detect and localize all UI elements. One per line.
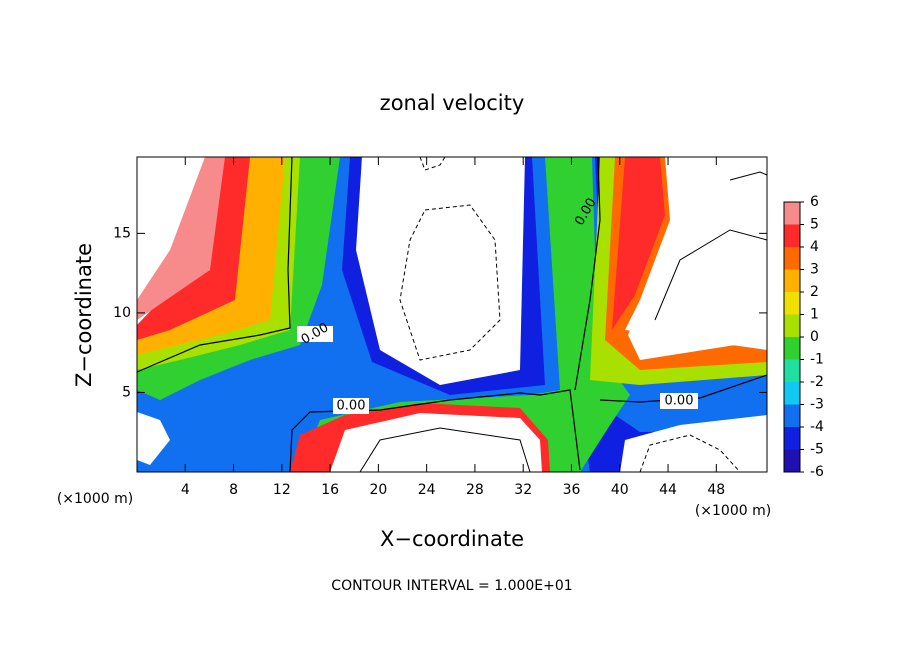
y-tick-label: 5 [122,384,131,400]
x-tick-label: 36 [563,482,581,498]
colorbar-bin [784,404,800,427]
colorbar-bin [784,269,800,292]
colorbar-bin [784,427,800,450]
colorbar-bin [784,382,800,405]
colorbar-label: -3 [810,397,824,413]
x-tick-label: 16 [321,482,339,498]
colorbar-bin [784,202,800,225]
x-tick-label: 20 [369,482,387,498]
colorbar-label: 5 [810,217,819,233]
y-tick-label: 15 [113,225,131,241]
colorbar-label: 4 [810,239,819,255]
colorbar-label: -5 [810,442,824,458]
label-bg [297,326,333,342]
colorbar-bin [784,292,800,315]
x-tick-label: 4 [181,482,190,498]
y-tick-label: 10 [113,305,131,321]
colorbar-label: 6 [810,194,819,210]
y-axis-label: Z−coordinate [72,243,96,387]
unit-label: (×1000 m) [695,503,771,519]
x-tick-label: 48 [707,482,725,498]
field [136,156,768,473]
contour-label: 0.00 [665,394,694,409]
plot-frame [136,156,768,473]
x-tick-label: 8 [229,482,238,498]
colorbar-bin [784,337,800,360]
colorbar-label: 0 [810,329,819,345]
colorbar-bin [784,359,800,382]
x-tick-label: 12 [273,482,291,498]
colorbar-label: -2 [810,374,824,390]
x-tick-label: 32 [514,482,532,498]
colorbar-bin [784,449,800,472]
colorbar-label: 3 [810,262,819,278]
x-tick-label: 24 [418,482,436,498]
colorbar-label: -6 [810,464,824,480]
chart-title: zonal velocity [380,91,525,115]
colorbar-bin [784,314,800,337]
colorbar-bin [784,247,800,270]
colorbar-label: 2 [810,284,819,300]
x-axis-label: X−coordinate [380,527,524,551]
colorbar-bin [784,224,800,247]
footnote: CONTOUR INTERVAL = 1.000E+01 [331,578,572,594]
x-tick-label: 44 [659,482,677,498]
label-bg [333,398,369,414]
colorbar-label: -1 [810,352,824,368]
colorbar-label: -4 [810,419,824,435]
label-bg [660,393,698,409]
contour-label: 0.00 [337,399,366,414]
x-tick-label: 40 [611,482,629,498]
colorbar-label: 1 [810,307,819,323]
unit-label: (×1000 m) [57,491,133,507]
x-tick-label: 28 [466,482,484,498]
